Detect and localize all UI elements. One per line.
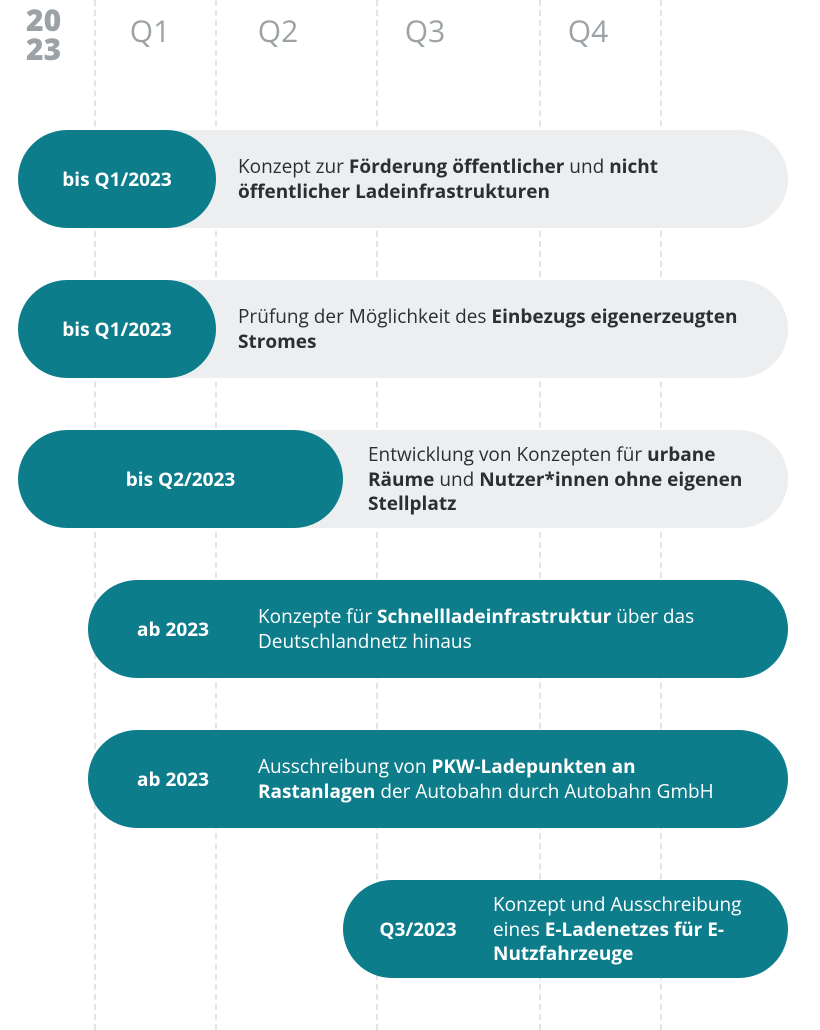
label-pill: Q3/2023Konzept und Ausschreibung eines E… [343, 880, 788, 978]
description-text: Ausschreibung von PKW-Ladepunkten an Ras… [258, 754, 756, 803]
description-pill: Konzept zur Förderung öffentlicher und n… [118, 130, 788, 228]
description-text: Konzept zur Förderung öffentlicher und n… [238, 154, 756, 203]
quarter-label-q2: Q2 [258, 10, 299, 51]
row-label: bis Q2/2023 [18, 466, 343, 492]
label-pill: ab 2023Ausschreibung von PKW-Ladepunkten… [88, 730, 788, 828]
row-label: ab 2023 [88, 616, 258, 642]
label-wrap: ab 2023 [88, 766, 258, 792]
label-pill: bis Q2/2023 [18, 430, 343, 528]
description-text: Konzepte für Schnellladeinfrastruktur üb… [258, 604, 756, 653]
label-pill: ab 2023Konzepte für Schnellladeinfrastru… [88, 580, 788, 678]
label-pill: bis Q1/2023 [18, 130, 216, 228]
quarter-label-q1: Q1 [130, 10, 171, 51]
description-text: Entwicklung von Konzepten für urbane Räu… [368, 442, 756, 516]
year-label: 20 23 [26, 6, 61, 63]
description-text: Konzept und Ausschreibung eines E-Ladene… [493, 892, 756, 966]
timeline-row: Q3/2023Konzept und Ausschreibung eines E… [18, 880, 788, 978]
description-text: Prüfung der Möglichkeit des Einbezugs ei… [238, 304, 756, 353]
timeline-row: ab 2023Konzepte für Schnellladeinfrastru… [18, 580, 788, 678]
quarter-label-q3: Q3 [405, 10, 446, 51]
label-wrap: Q3/2023 [343, 916, 493, 942]
description-pill: Prüfung der Möglichkeit des Einbezugs ei… [118, 280, 788, 378]
row-label: Q3/2023 [343, 916, 493, 942]
timeline-row: Konzept zur Förderung öffentlicher und n… [18, 130, 788, 228]
label-pill: bis Q1/2023 [18, 280, 216, 378]
timeline-row: ab 2023Ausschreibung von PKW-Ladepunkten… [18, 730, 788, 828]
label-wrap: ab 2023 [88, 616, 258, 642]
row-label: bis Q1/2023 [18, 166, 216, 192]
row-label: bis Q1/2023 [18, 316, 216, 342]
timeline-row: Prüfung der Möglichkeit des Einbezugs ei… [18, 280, 788, 378]
timeline-chart: 20 23 Q1 Q2 Q3 Q4 Konzept zur Förderung … [0, 0, 820, 1030]
quarter-label-q4: Q4 [568, 10, 609, 51]
row-label: ab 2023 [88, 766, 258, 792]
timeline-row: Entwicklung von Konzepten für urbane Räu… [18, 430, 788, 528]
